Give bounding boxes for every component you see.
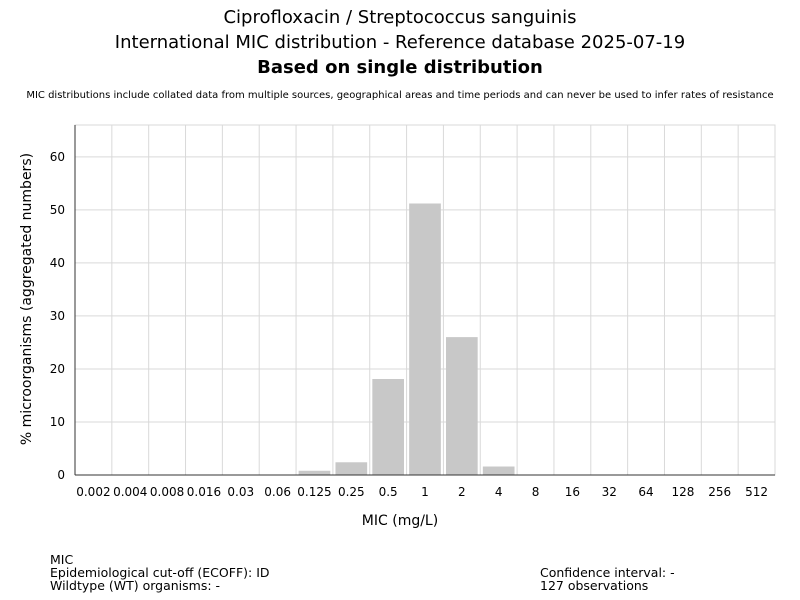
y-tick-labels: 0 10 20 30 40 50 60 <box>50 150 65 482</box>
chart-subtitle: International MIC distribution - Referen… <box>114 32 686 53</box>
x-tick-label: 0.016 <box>187 485 221 499</box>
x-tick-label: 512 <box>745 485 768 499</box>
bar <box>335 462 368 475</box>
x-tick-label: 0.03 <box>227 485 254 499</box>
footer-confidence: Confidence interval: - <box>540 565 675 580</box>
x-tick-label: 0.125 <box>297 485 331 499</box>
x-tick-label: 0.004 <box>113 485 147 499</box>
x-tick-label: 0.008 <box>150 485 184 499</box>
disclaimer-note: MIC distributions include collated data … <box>26 90 774 101</box>
footer-observations: 127 observations <box>540 578 649 593</box>
bars <box>298 203 515 475</box>
y-tick-label: 0 <box>57 468 65 482</box>
y-tick-label: 10 <box>50 415 65 429</box>
x-tick-label: 0.5 <box>379 485 398 499</box>
x-tick-label: 2 <box>458 485 466 499</box>
x-tick-label: 0.25 <box>338 485 365 499</box>
y-tick-label: 20 <box>50 362 65 376</box>
footer-ecoff: Epidemiological cut-off (ECOFF): ID <box>50 565 270 580</box>
footer-wildtype: Wildtype (WT) organisms: - <box>50 578 221 593</box>
y-tick-label: 30 <box>50 309 65 323</box>
x-tick-label: 16 <box>565 485 580 499</box>
x-tick-label: 256 <box>708 485 731 499</box>
footer-left: MIC Epidemiological cut-off (ECOFF): ID … <box>50 553 270 592</box>
y-tick-label: 40 <box>50 256 65 270</box>
x-tick-label: 64 <box>638 485 653 499</box>
x-tick-label: 1 <box>421 485 429 499</box>
bar <box>298 470 331 475</box>
chart-title: Ciprofloxacin / Streptococcus sanguinis <box>223 7 577 28</box>
x-tick-label: 128 <box>671 485 694 499</box>
x-tick-labels: 0.002 0.004 0.008 0.016 0.03 0.06 0.125 0.25 0.5… <box>76 485 768 499</box>
chart-subtitle-bold: Based on single distribution <box>257 57 543 78</box>
bar <box>482 466 515 475</box>
x-tick-label: 32 <box>602 485 617 499</box>
x-tick-label: 0.06 <box>264 485 291 499</box>
x-tick-label: 8 <box>532 485 540 499</box>
x-tick-label: 0.002 <box>76 485 110 499</box>
y-tick-label: 60 <box>50 150 65 164</box>
x-tick-label: 4 <box>495 485 503 499</box>
y-tick-label: 50 <box>50 203 65 217</box>
bar <box>446 337 478 475</box>
x-axis-label: MIC (mg/L) <box>362 513 438 529</box>
axes <box>74 125 775 476</box>
bar <box>409 203 441 475</box>
y-axis-label: % microorganisms (aggregated numbers) <box>19 153 35 445</box>
footer-right: Confidence interval: - 127 observations <box>540 566 675 592</box>
footer-mic: MIC <box>50 552 74 567</box>
bar <box>372 379 404 475</box>
